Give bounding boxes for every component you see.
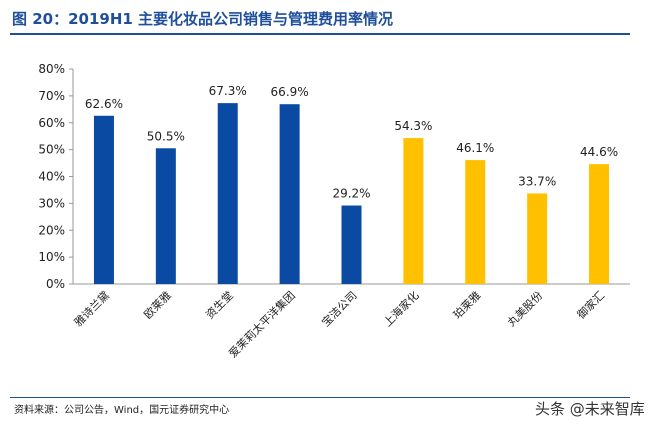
category-label: 御家汇 — [574, 288, 607, 321]
figure-title: 图 20：2019H1 主要化妆品公司销售与管理费用率情况 — [12, 10, 394, 28]
category-label: 珀莱雅 — [450, 288, 483, 321]
y-tick-label: 50% — [38, 143, 65, 157]
bar — [589, 164, 610, 284]
data-label: 33.7% — [518, 174, 556, 188]
data-label: 50.5% — [147, 129, 185, 143]
data-label: 46.1% — [456, 141, 494, 155]
data-label: 66.9% — [271, 85, 309, 99]
bar — [403, 138, 424, 284]
title-divider — [10, 33, 630, 35]
bar-layer — [93, 103, 610, 284]
category-label: 雅诗兰黛 — [71, 288, 112, 329]
source-note: 资料来源：公司公告，Wind，国元证券研究中心 — [14, 405, 230, 416]
bar — [155, 148, 176, 284]
y-tick-label: 0% — [46, 277, 65, 291]
bar — [465, 160, 486, 284]
category-label: 资生堂 — [203, 288, 236, 321]
y-tick-label: 80% — [38, 62, 65, 76]
data-label: 44.6% — [580, 145, 618, 159]
y-tick-label: 20% — [38, 223, 65, 237]
bar — [341, 205, 362, 284]
y-tick-label: 40% — [38, 170, 65, 184]
bar — [527, 193, 548, 284]
data-label: 54.3% — [394, 119, 432, 133]
data-label: 67.3% — [209, 84, 247, 98]
category-label: 上海家化 — [380, 288, 421, 329]
bar — [217, 103, 238, 284]
y-tick-label: 30% — [38, 196, 65, 210]
category-label: 欧莱雅 — [141, 288, 174, 321]
bar — [279, 104, 300, 284]
y-tick-label: 70% — [38, 89, 65, 103]
category-label: 宝洁公司 — [319, 288, 360, 329]
footer-divider — [10, 397, 630, 398]
category-label: 丸美股份 — [505, 289, 545, 329]
watermark: 头条 @未来智库 — [535, 400, 645, 418]
bar — [93, 115, 114, 284]
category-label: 爱茉莉太平洋集团 — [226, 288, 298, 360]
y-tick-label: 10% — [38, 250, 65, 264]
y-tick-label: 60% — [38, 116, 65, 130]
data-label: 29.2% — [332, 187, 370, 201]
data-label: 62.6% — [85, 97, 123, 111]
